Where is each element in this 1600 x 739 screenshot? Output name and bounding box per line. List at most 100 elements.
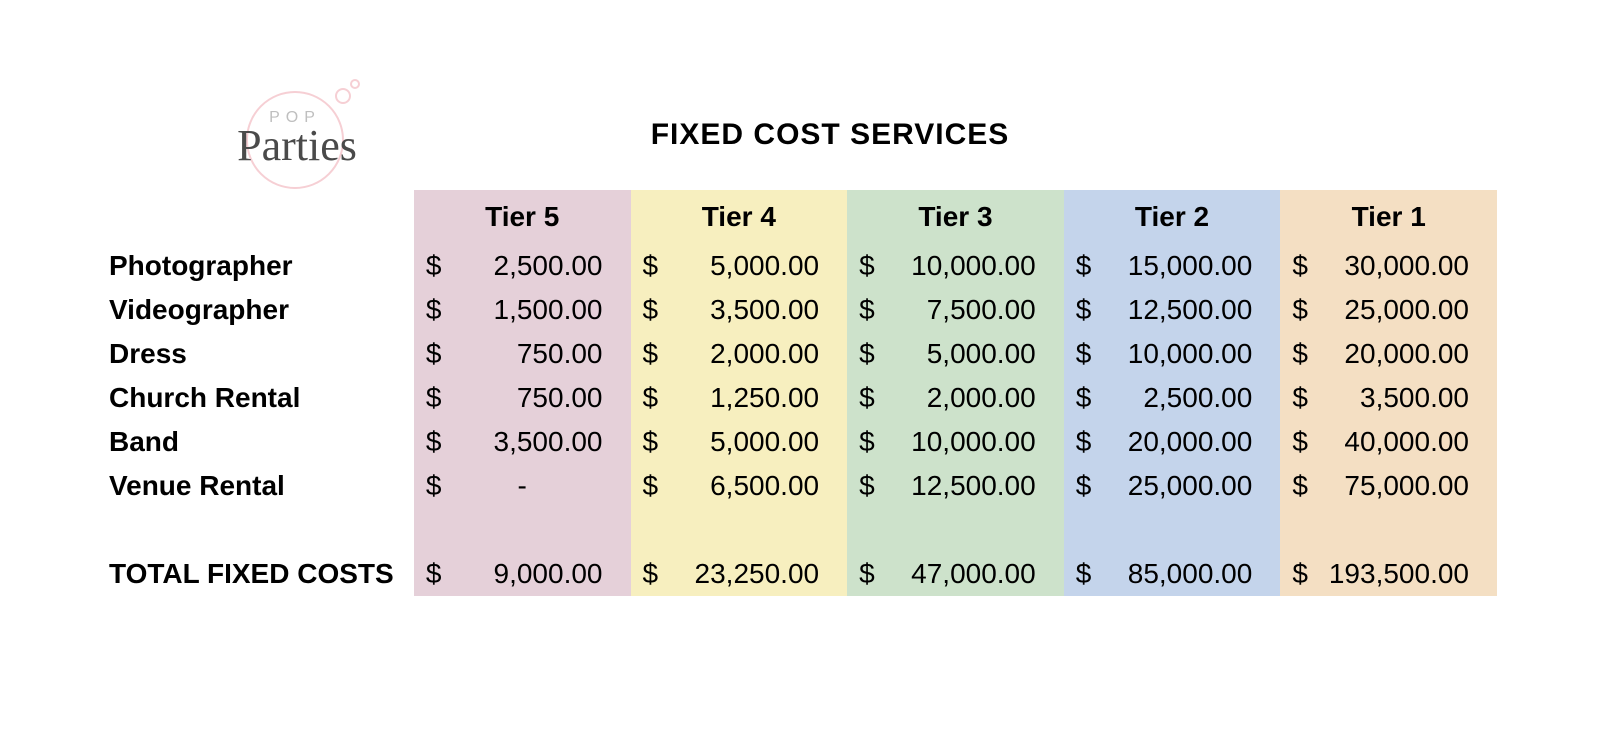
cell-value: 23,250.00 bbox=[631, 558, 848, 590]
cell-value: 10,000.00 bbox=[847, 426, 1064, 458]
spacer-row bbox=[103, 508, 1497, 552]
currency-symbol: $ bbox=[1076, 426, 1092, 458]
table-cell: $75,000.00 bbox=[1280, 464, 1497, 508]
currency-symbol: $ bbox=[426, 558, 442, 590]
cell-value: 25,000.00 bbox=[1064, 470, 1281, 502]
table-cell: $6,500.00 bbox=[631, 464, 848, 508]
table-row: Dress$750.00$2,000.00$5,000.00$10,000.00… bbox=[103, 332, 1497, 376]
cell-value: 25,000.00 bbox=[1280, 294, 1497, 326]
spacer-cell bbox=[847, 508, 1064, 552]
cell-value: 193,500.00 bbox=[1280, 558, 1497, 590]
column-header: Tier 1 bbox=[1280, 190, 1497, 244]
column-header: Tier 5 bbox=[414, 190, 631, 244]
row-label: Church Rental bbox=[103, 376, 414, 420]
currency-symbol: $ bbox=[1292, 382, 1308, 414]
row-label: Venue Rental bbox=[103, 464, 414, 508]
currency-symbol: $ bbox=[426, 338, 442, 370]
cell-value: 12,500.00 bbox=[847, 470, 1064, 502]
table-cell: $10,000.00 bbox=[847, 244, 1064, 288]
currency-symbol: $ bbox=[1292, 294, 1308, 326]
table-row: Band$3,500.00$5,000.00$10,000.00$20,000.… bbox=[103, 420, 1497, 464]
currency-symbol: $ bbox=[643, 294, 659, 326]
table-cell: $47,000.00 bbox=[847, 552, 1064, 596]
table-cell: $5,000.00 bbox=[847, 332, 1064, 376]
table-cell: $193,500.00 bbox=[1280, 552, 1497, 596]
table-cell: $3,500.00 bbox=[631, 288, 848, 332]
table-cell: $40,000.00 bbox=[1280, 420, 1497, 464]
table-cell: $7,500.00 bbox=[847, 288, 1064, 332]
cell-value: 7,500.00 bbox=[847, 294, 1064, 326]
cell-value: - bbox=[414, 470, 631, 502]
cell-value: 2,500.00 bbox=[414, 250, 631, 282]
spacer-cell bbox=[1280, 508, 1497, 552]
cost-table: Tier 5Tier 4Tier 3Tier 2Tier 1Photograph… bbox=[103, 190, 1497, 596]
currency-symbol: $ bbox=[1076, 250, 1092, 282]
brand-logo: POP Parties bbox=[215, 78, 395, 198]
cell-value: 1,250.00 bbox=[631, 382, 848, 414]
table-cell: $23,250.00 bbox=[631, 552, 848, 596]
table-cell: $30,000.00 bbox=[1280, 244, 1497, 288]
currency-symbol: $ bbox=[426, 250, 442, 282]
currency-symbol: $ bbox=[643, 382, 659, 414]
cell-value: 15,000.00 bbox=[1064, 250, 1281, 282]
currency-symbol: $ bbox=[1292, 426, 1308, 458]
cell-value: 750.00 bbox=[414, 382, 631, 414]
currency-symbol: $ bbox=[1292, 558, 1308, 590]
column-header: Tier 4 bbox=[631, 190, 848, 244]
table-cell: $20,000.00 bbox=[1280, 332, 1497, 376]
cell-value: 75,000.00 bbox=[1280, 470, 1497, 502]
cell-value: 2,500.00 bbox=[1064, 382, 1281, 414]
cell-value: 40,000.00 bbox=[1280, 426, 1497, 458]
currency-symbol: $ bbox=[1292, 338, 1308, 370]
table-cell: $12,500.00 bbox=[847, 464, 1064, 508]
table-row: Photographer$2,500.00$5,000.00$10,000.00… bbox=[103, 244, 1497, 288]
currency-symbol: $ bbox=[859, 294, 875, 326]
cell-value: 47,000.00 bbox=[847, 558, 1064, 590]
table-cell: $3,500.00 bbox=[1280, 376, 1497, 420]
currency-symbol: $ bbox=[426, 294, 442, 326]
table-cell: $85,000.00 bbox=[1064, 552, 1281, 596]
table-cell: $9,000.00 bbox=[414, 552, 631, 596]
cell-value: 3,500.00 bbox=[1280, 382, 1497, 414]
table-cell: $2,500.00 bbox=[414, 244, 631, 288]
spacer-cell bbox=[631, 508, 848, 552]
table-cell: $10,000.00 bbox=[1064, 332, 1281, 376]
cell-value: 1,500.00 bbox=[414, 294, 631, 326]
cell-value: 30,000.00 bbox=[1280, 250, 1497, 282]
row-label: Band bbox=[103, 420, 414, 464]
table-cell: $1,500.00 bbox=[414, 288, 631, 332]
total-label: TOTAL FIXED COSTS bbox=[103, 552, 414, 596]
currency-symbol: $ bbox=[859, 250, 875, 282]
currency-symbol: $ bbox=[859, 382, 875, 414]
cell-value: 10,000.00 bbox=[1064, 338, 1281, 370]
table-cell: $2,000.00 bbox=[847, 376, 1064, 420]
currency-symbol: $ bbox=[1076, 382, 1092, 414]
row-label: Photographer bbox=[103, 244, 414, 288]
table-cell: $20,000.00 bbox=[1064, 420, 1281, 464]
table-cell: $12,500.00 bbox=[1064, 288, 1281, 332]
table-cell: $750.00 bbox=[414, 332, 631, 376]
currency-symbol: $ bbox=[859, 426, 875, 458]
cell-value: 20,000.00 bbox=[1064, 426, 1281, 458]
column-header: Tier 2 bbox=[1064, 190, 1281, 244]
cell-value: 10,000.00 bbox=[847, 250, 1064, 282]
currency-symbol: $ bbox=[643, 470, 659, 502]
cell-value: 3,500.00 bbox=[414, 426, 631, 458]
currency-symbol: $ bbox=[1076, 338, 1092, 370]
table-cell: $1,250.00 bbox=[631, 376, 848, 420]
currency-symbol: $ bbox=[1292, 250, 1308, 282]
page: POP Parties FIXED COST SERVICES Tier 5Ti… bbox=[0, 0, 1600, 739]
table-cell: $25,000.00 bbox=[1280, 288, 1497, 332]
currency-symbol: $ bbox=[426, 382, 442, 414]
table-row: Venue Rental$-$6,500.00$12,500.00$25,000… bbox=[103, 464, 1497, 508]
cell-value: 2,000.00 bbox=[847, 382, 1064, 414]
currency-symbol: $ bbox=[1292, 470, 1308, 502]
cell-value: 2,000.00 bbox=[631, 338, 848, 370]
currency-symbol: $ bbox=[426, 426, 442, 458]
table-cell: $10,000.00 bbox=[847, 420, 1064, 464]
table-row: Videographer$1,500.00$3,500.00$7,500.00$… bbox=[103, 288, 1497, 332]
cell-value: 9,000.00 bbox=[414, 558, 631, 590]
row-label: Videographer bbox=[103, 288, 414, 332]
table-cell: $750.00 bbox=[414, 376, 631, 420]
currency-symbol: $ bbox=[643, 426, 659, 458]
